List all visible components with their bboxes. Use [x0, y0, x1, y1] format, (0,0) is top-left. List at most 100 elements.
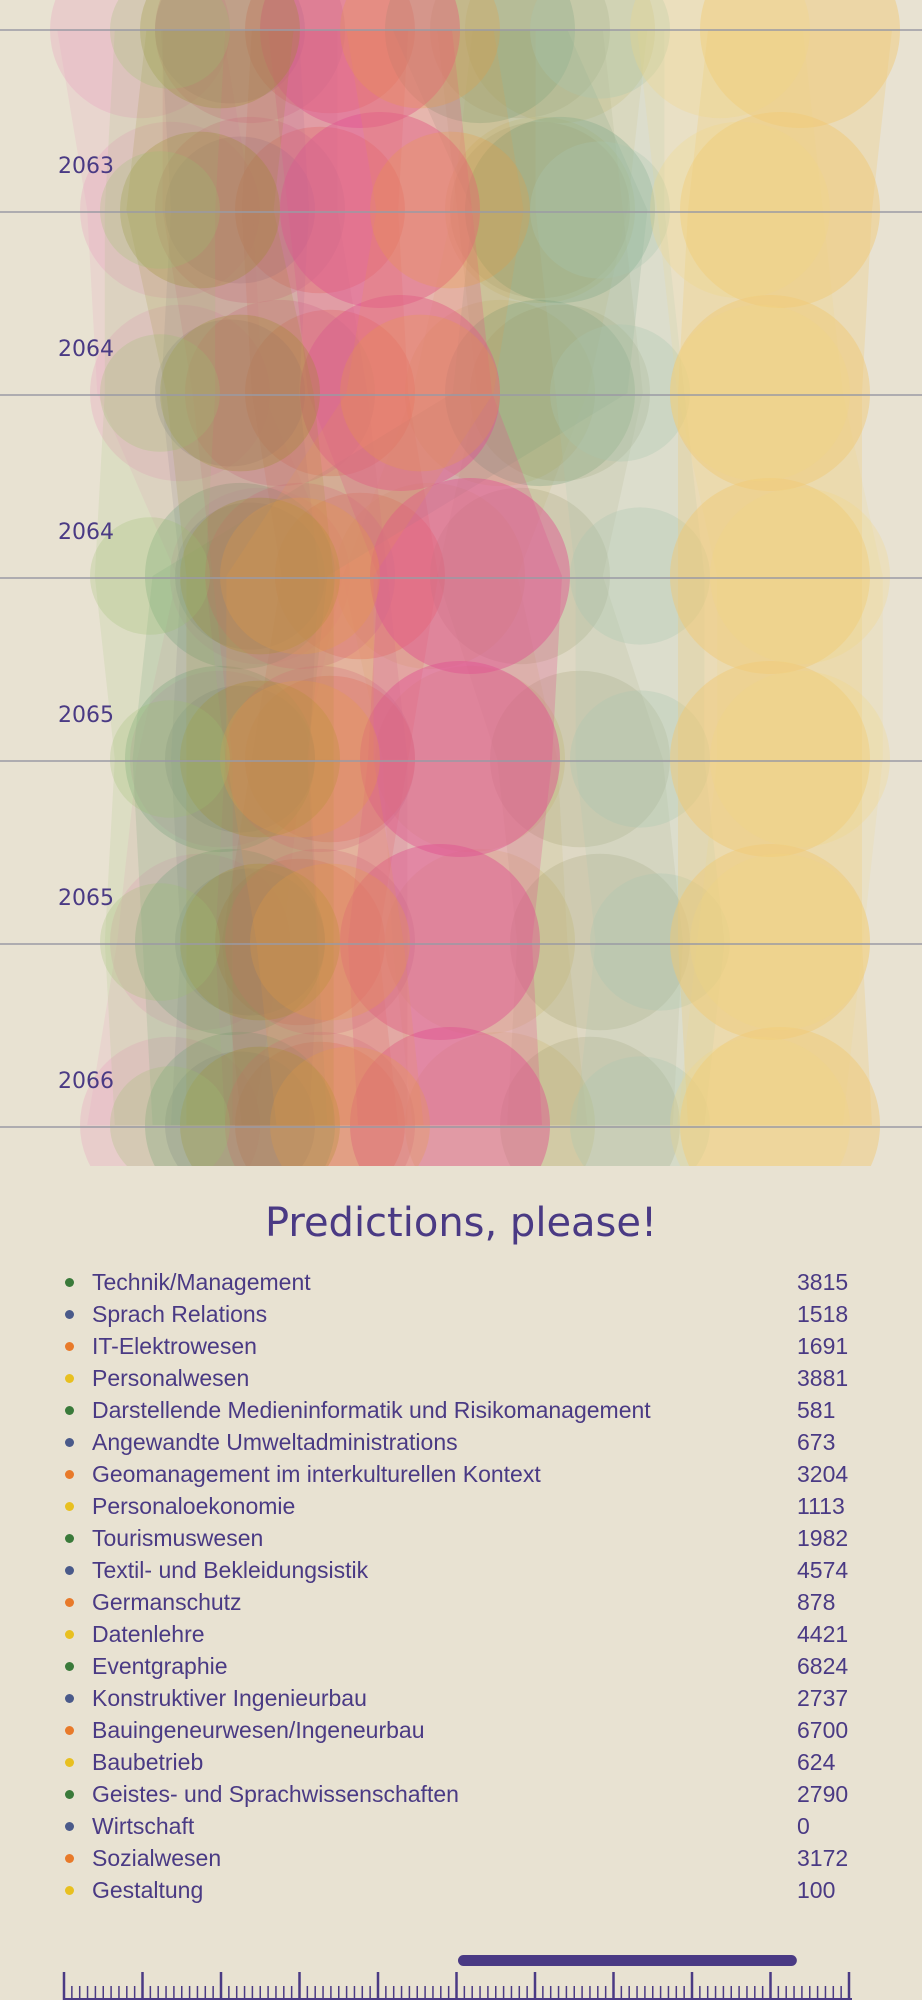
stream-band [186, 576, 334, 759]
stream-band [535, 30, 665, 210]
stream-blob [110, 700, 230, 818]
stream-blob [225, 665, 415, 853]
stream-blob [385, 848, 575, 1036]
stream-blob [140, 0, 300, 109]
stream-band [497, 759, 683, 942]
stream-blob [510, 853, 690, 1031]
stream-visualization [0, 0, 922, 1166]
stream-band [535, 210, 685, 393]
stream-band [226, 759, 404, 942]
stream-band [117, 759, 303, 942]
stream-band [171, 576, 319, 759]
legend-dot [65, 1374, 74, 1383]
stream-band [166, 393, 334, 576]
legend-value: 1113 [797, 1493, 845, 1519]
stream-band [688, 30, 892, 210]
legend-value: 3881 [797, 1365, 849, 1391]
legend-name: Sprach Relations [92, 1301, 268, 1327]
stream-blob [120, 131, 280, 289]
stream-blob [90, 304, 270, 482]
stream-band [152, 393, 628, 576]
timeline-scrubber[interactable] [0, 1940, 922, 2000]
stream-blob [220, 497, 380, 655]
legend-value: 3815 [797, 1269, 849, 1295]
stream-blob [710, 670, 890, 848]
stream-band [382, 759, 568, 942]
stream-band [97, 393, 343, 576]
stream-blob [275, 492, 445, 660]
legend-dot [65, 1502, 74, 1511]
legend-item: Datenlehre 4421 [62, 1619, 882, 1651]
legend-name: Sozialwesen [92, 1845, 222, 1871]
legend-item: Sozialwesen 3172 [62, 1843, 882, 1875]
stream-band [251, 393, 439, 576]
stream-blob [340, 844, 540, 1040]
panel-title: Predictions, please! [264, 1200, 658, 1246]
stream-blob [180, 863, 340, 1021]
legend-item: Geistes- und Sprachwissenschaften 2790 [62, 1779, 882, 1811]
stream-band [104, 759, 226, 942]
stream-band [256, 942, 424, 1125]
stream-blob [175, 868, 325, 1016]
legend-value: 6824 [797, 1653, 849, 1679]
stream-blob [570, 507, 710, 645]
legend-dot [65, 1726, 74, 1735]
stream-band [575, 759, 725, 942]
stream-blob [100, 334, 220, 452]
legend-item: Gestaltung 100 [62, 1875, 882, 1907]
legend-dot [65, 1662, 74, 1671]
stream-blob [690, 853, 870, 1031]
stream-blob [175, 502, 325, 650]
stream-blob [155, 0, 345, 124]
stream-blob [245, 309, 415, 477]
stream-band [241, 210, 409, 393]
stream-band [104, 210, 216, 393]
stream-band [162, 210, 368, 393]
legend-value: 6700 [797, 1717, 849, 1743]
stream-band [437, 30, 623, 210]
stream-blob [180, 680, 340, 838]
stream-blob [465, 0, 655, 124]
stream-band [392, 30, 648, 210]
legend-name: Gestaltung [92, 1877, 204, 1903]
legend-name: Geomanagement im interkulturellen Kontex… [92, 1461, 541, 1487]
stream-blob [245, 675, 415, 843]
stream-blob [680, 112, 880, 308]
stream-band [342, 576, 558, 759]
stream-band [132, 576, 328, 759]
stream-band [186, 942, 334, 1125]
stream-blob [270, 1046, 430, 1166]
stream-blob [170, 487, 350, 665]
legend-name: Technik/Management [92, 1269, 311, 1295]
legend-name: Germanschutz [92, 1589, 242, 1615]
stream-blob [670, 478, 870, 674]
stream-blob [185, 299, 375, 487]
stream-blob [710, 487, 890, 665]
legend-dot [65, 1342, 74, 1351]
stream-blob [530, 0, 670, 99]
stream-band [221, 942, 399, 1125]
stream-blob [205, 482, 395, 670]
timeline-range-handle[interactable] [458, 1955, 797, 1966]
stream-band [677, 393, 883, 576]
stream-blob [225, 848, 415, 1036]
legend-item: Konstruktiver Ingenieurbau 2737 [62, 1683, 882, 1715]
stream-band [697, 759, 883, 942]
stream-band [161, 30, 309, 210]
stream-blob [135, 848, 325, 1036]
stream-blob [165, 136, 315, 284]
stream-blob [500, 1036, 680, 1166]
stream-blob [165, 685, 315, 833]
stream-band [162, 30, 338, 210]
legend-dot [65, 1406, 74, 1415]
legend-value: 673 [797, 1429, 836, 1455]
stream-blob [110, 853, 290, 1031]
stream-blob [215, 858, 385, 1026]
year-label: 2063 [58, 154, 114, 179]
legend-name: Wirtschaft [92, 1813, 195, 1839]
stream-band [87, 942, 283, 1125]
stream-band [212, 576, 408, 759]
legend-value: 100 [797, 1877, 836, 1903]
stream-band [186, 759, 334, 942]
legend-dot [65, 1470, 74, 1479]
